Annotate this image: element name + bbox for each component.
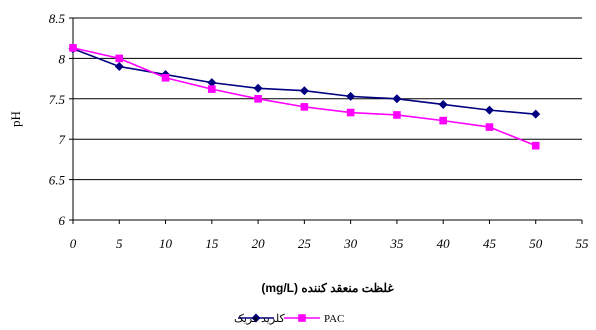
axes	[69, 17, 583, 224]
grid-lines	[73, 17, 582, 221]
data-point-0-1	[114, 61, 124, 71]
y-tick-label-3: 7.5	[49, 92, 66, 107]
y-tick-label-0: 6	[59, 213, 66, 228]
data-point-1-1	[115, 54, 124, 63]
series-lines	[68, 44, 541, 150]
data-point-0-9	[484, 105, 494, 115]
data-point-0-7	[392, 94, 402, 104]
data-point-0-4	[253, 83, 263, 93]
x-tick-label-11: 55	[576, 236, 590, 251]
x-tick-label-9: 45	[483, 236, 497, 251]
legend-label-0: کلرید فریک	[234, 313, 286, 325]
data-point-1-6	[346, 108, 355, 117]
legend-item-0: کلرید فریک	[234, 313, 286, 325]
data-point-0-6	[346, 91, 356, 101]
legend-label-1: PAC	[324, 313, 344, 325]
x-tick-label-5: 25	[298, 236, 312, 251]
x-tick-label-7: 35	[389, 236, 404, 251]
tick-labels: 6 6.5 7 7.5 8 8.5 0 5 10 15 20 25 30 35 40 45 50 55	[49, 11, 589, 251]
x-tick-label-6: 30	[343, 236, 358, 251]
data-point-1-7	[393, 111, 401, 119]
data-point-1-8	[439, 116, 447, 125]
data-point-0-3	[207, 78, 217, 88]
x-tick-label-4: 20	[252, 236, 266, 251]
legend-marker-1	[298, 314, 306, 322]
data-point-0-10	[531, 109, 541, 119]
data-point-1-10	[531, 141, 540, 150]
x-tick-label-3: 15	[205, 236, 219, 251]
x-tick-label-10: 50	[529, 236, 543, 251]
data-point-1-4	[254, 95, 262, 103]
series-1	[69, 44, 540, 150]
y-axis-label: pH	[8, 111, 23, 127]
y-tick-label-1: 6.5	[49, 173, 66, 188]
data-point-1-3	[208, 85, 216, 93]
series-line-1	[72, 47, 537, 147]
y-tick-label-4: 8	[59, 51, 66, 66]
x-axis-label: غلظت منعقد کننده (mg/L)	[261, 281, 394, 295]
x-tick-label-0: 0	[70, 236, 77, 251]
y-tick-label-5: 8.5	[49, 11, 66, 26]
legend: کلرید فریک PAC	[234, 313, 344, 325]
x-tick-label-1: 5	[116, 236, 123, 251]
data-point-1-5	[300, 103, 309, 111]
data-point-0-5	[299, 86, 309, 96]
x-tick-label-2: 10	[159, 236, 173, 251]
data-point-0-8	[438, 99, 448, 109]
x-tick-label-8: 40	[437, 236, 451, 251]
data-point-1-9	[485, 123, 494, 131]
data-point-1-2	[161, 73, 170, 82]
data-point-1-0	[69, 44, 77, 52]
legend-item-1: PAC	[284, 313, 344, 325]
y-tick-label-2: 7	[59, 132, 66, 147]
legend-marker-0	[251, 313, 261, 323]
